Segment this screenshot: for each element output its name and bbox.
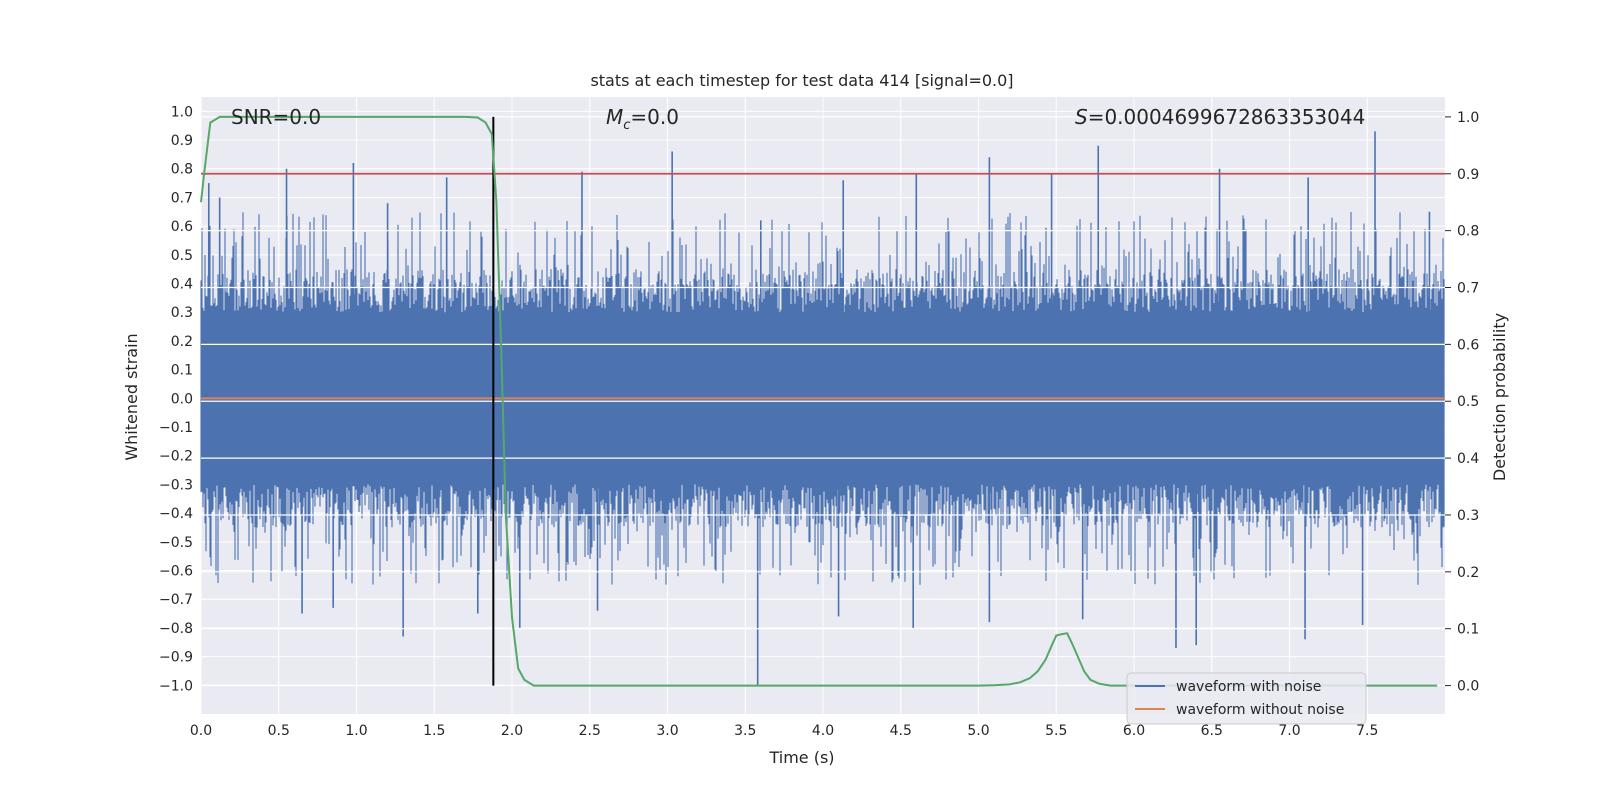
s-value: =0.0004699672863353044 bbox=[1088, 105, 1366, 129]
x-axis-label: Time (s) bbox=[768, 748, 834, 767]
x-tick-label: 3.0 bbox=[656, 723, 678, 739]
y-tick-label: 0.6 bbox=[171, 219, 193, 235]
y2-tick-label: 0.3 bbox=[1457, 508, 1479, 524]
y2-tick-label: 0.8 bbox=[1457, 224, 1479, 240]
y-tick-label: 0.5 bbox=[171, 248, 193, 264]
y2-tick-label: 1.0 bbox=[1457, 110, 1479, 126]
y2-tick-label: 0.1 bbox=[1457, 622, 1479, 638]
y2-tick-label: 0.9 bbox=[1457, 167, 1479, 183]
y-tick-label: −0.7 bbox=[159, 592, 193, 608]
legend: waveform with noise waveform without noi… bbox=[1126, 672, 1367, 725]
x-tick-label: 1.5 bbox=[423, 723, 445, 739]
y-tick-label: 0.8 bbox=[171, 162, 193, 178]
y-tick-label: 0.0 bbox=[171, 391, 193, 407]
x-tick-label: 2.0 bbox=[501, 723, 523, 739]
mc-subscript: c bbox=[623, 118, 630, 133]
y-tick-label: −0.1 bbox=[159, 420, 193, 436]
y2-tick-labels: 1.0 0.9 0.8 0.7 0.6 0.5 0.4 0.3 0.2 0.1 0.0 bbox=[1445, 110, 1479, 695]
y-tick-label: 0.1 bbox=[171, 363, 193, 379]
chirp-mass-annotation: Mc=0.0 bbox=[606, 105, 679, 133]
score-annotation: S=0.0004699672863353044 bbox=[1075, 105, 1365, 129]
y-tick-label: 0.4 bbox=[171, 277, 193, 293]
y2-tick-label: 0.2 bbox=[1457, 565, 1479, 581]
y2-tick-label: 0.4 bbox=[1457, 451, 1479, 467]
x-tick-label: 4.5 bbox=[890, 723, 912, 739]
series-detection-probability bbox=[200, 115, 1438, 687]
y-tick-label: −0.6 bbox=[159, 564, 193, 580]
x-tick-label: 7.0 bbox=[1278, 723, 1300, 739]
snr-annotation: SNR=0.0 bbox=[231, 105, 321, 129]
legend-box bbox=[1126, 672, 1367, 725]
x-tick-label: 5.0 bbox=[967, 723, 989, 739]
y-tick-label: −0.2 bbox=[159, 449, 193, 465]
y2-axis-label: Detection probability bbox=[1490, 313, 1509, 481]
y2-tick-label: 0.6 bbox=[1457, 337, 1479, 353]
y-tick-label: 1.0 bbox=[171, 104, 193, 120]
x-tick-label: 6.5 bbox=[1201, 723, 1223, 739]
s-symbol: S bbox=[1075, 105, 1088, 129]
y-tick-label: −0.5 bbox=[159, 535, 193, 551]
y-tick-label: −1.0 bbox=[159, 678, 193, 694]
x-tick-label: 0.5 bbox=[268, 723, 290, 739]
x-tick-label: 7.5 bbox=[1356, 723, 1378, 739]
x-tick-label: 1.0 bbox=[345, 723, 367, 739]
y-tick-label: −0.4 bbox=[159, 506, 193, 522]
mc-symbol: M bbox=[606, 105, 623, 129]
y-tick-label: −0.9 bbox=[159, 650, 193, 666]
x-tick-labels: 0.0 0.5 1.0 1.5 2.0 2.5 3.0 3.5 4.0 4.5 5.0 5.5 6.0 6… bbox=[190, 723, 1379, 739]
y-tick-label: 0.2 bbox=[171, 334, 193, 350]
y-tick-label: −0.3 bbox=[159, 477, 193, 493]
y-tick-label: −0.8 bbox=[159, 621, 193, 637]
y-axis-label: Whitened strain bbox=[122, 333, 141, 460]
mc-value: =0.0 bbox=[630, 105, 679, 129]
y-tick-label: 0.9 bbox=[171, 133, 193, 149]
x-tick-label: 0.0 bbox=[190, 723, 212, 739]
x-tick-label: 3.5 bbox=[734, 723, 756, 739]
y2-tick-label: 0.7 bbox=[1457, 281, 1479, 297]
legend-label-clean: waveform without noise bbox=[1176, 702, 1344, 718]
x-tick-label: 2.5 bbox=[579, 723, 601, 739]
legend-label-noise: waveform with noise bbox=[1176, 679, 1321, 695]
x-tick-label: 6.0 bbox=[1123, 723, 1145, 739]
y-tick-label: 0.3 bbox=[171, 305, 193, 321]
chart-title: stats at each timestep for test data 414… bbox=[590, 71, 1013, 90]
y2-tick-label: 0.5 bbox=[1457, 394, 1479, 410]
x-tick-label: 5.5 bbox=[1045, 723, 1067, 739]
x-tick-label: 4.0 bbox=[812, 723, 834, 739]
y2-tick-label: 0.0 bbox=[1457, 679, 1479, 695]
y-tick-label: 0.7 bbox=[171, 190, 193, 206]
y-tick-labels: 1.0 0.9 0.8 0.7 0.6 0.5 0.4 0.3 0.2 0.1 0.0 −0.1 −0.… bbox=[159, 104, 193, 694]
